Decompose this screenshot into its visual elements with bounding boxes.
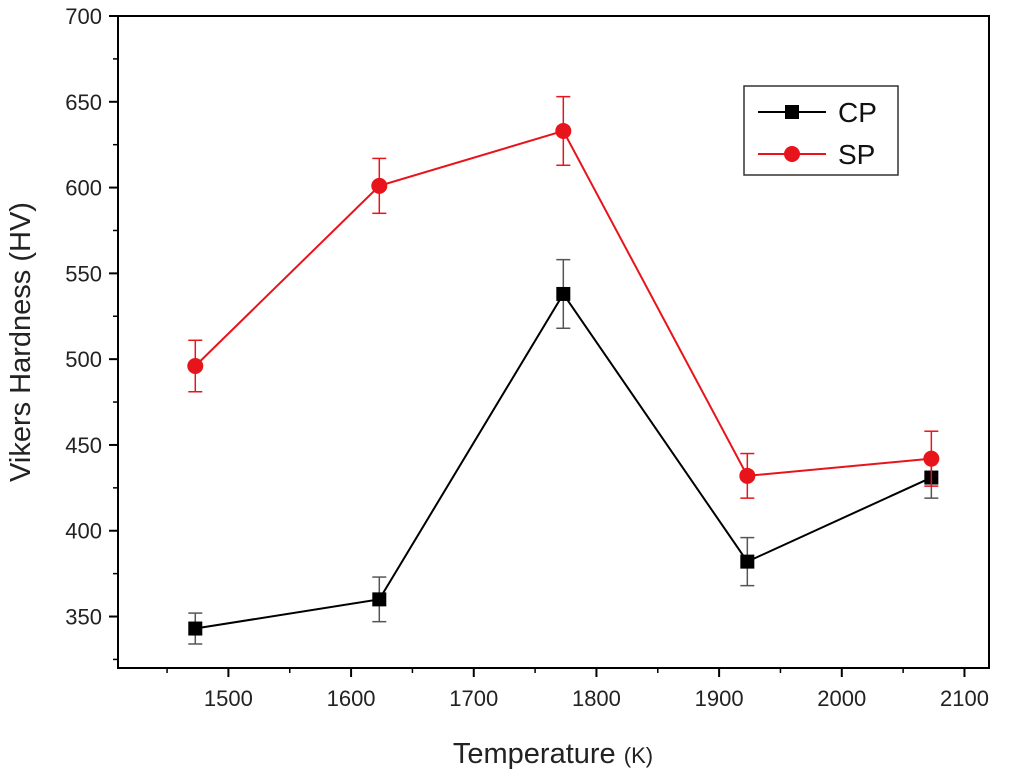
series-sp <box>187 95 940 499</box>
plot-frame <box>117 15 990 669</box>
y-tick-label-400: 400 <box>65 519 102 544</box>
series-cp-point-1923 <box>740 554 755 569</box>
y-tick-label-600: 600 <box>65 176 102 201</box>
x-tick-label-1900: 1900 <box>695 686 744 711</box>
legend: CP SP <box>743 85 899 176</box>
plot-layer <box>187 95 940 645</box>
series-cp-point-1623 <box>372 592 387 607</box>
legend-marker-sp <box>784 146 800 162</box>
x-tick-label-1800: 1800 <box>572 686 621 711</box>
series-cp <box>188 258 939 645</box>
series-sp-point-1923 <box>739 467 756 484</box>
y-tick-label-550: 550 <box>65 261 102 286</box>
x-axis-title: Temperature (K) <box>453 738 653 770</box>
y-axis-title: Vikers Hardness (HV) <box>5 202 37 482</box>
x-tick-label-2000: 2000 <box>817 686 866 711</box>
legend-box <box>743 85 899 176</box>
x-tick-label-1600: 1600 <box>327 686 376 711</box>
series-sp-point-1473 <box>187 358 204 375</box>
series-sp-point-1773 <box>555 122 572 139</box>
series-sp-point-2073 <box>923 450 940 467</box>
series-cp-point-1473 <box>188 621 203 636</box>
x-tick-label-2100: 2100 <box>940 686 989 711</box>
y-tick-label-650: 650 <box>65 90 102 115</box>
y-tick-label-350: 350 <box>65 605 102 630</box>
series-sp-point-1623 <box>371 177 388 194</box>
series-cp-line <box>195 292 932 630</box>
legend-marker-cp <box>785 105 799 119</box>
y-tick-label-700: 700 <box>65 4 102 29</box>
series-cp-point-1773 <box>556 286 571 301</box>
axis-layer: 1500 1600 1700 1800 1900 2000 2100 350 400 450 500… <box>65 4 989 711</box>
x-axis-unit: (K) <box>624 743 653 768</box>
x-axis-title-text: Temperature <box>453 738 616 770</box>
legend-label-sp: SP <box>838 139 875 170</box>
x-tick-label-1500: 1500 <box>204 686 253 711</box>
y-tick-label-450: 450 <box>65 433 102 458</box>
legend-label-cp: CP <box>838 97 877 128</box>
y-tick-label-500: 500 <box>65 347 102 372</box>
x-tick-label-1700: 1700 <box>449 686 498 711</box>
